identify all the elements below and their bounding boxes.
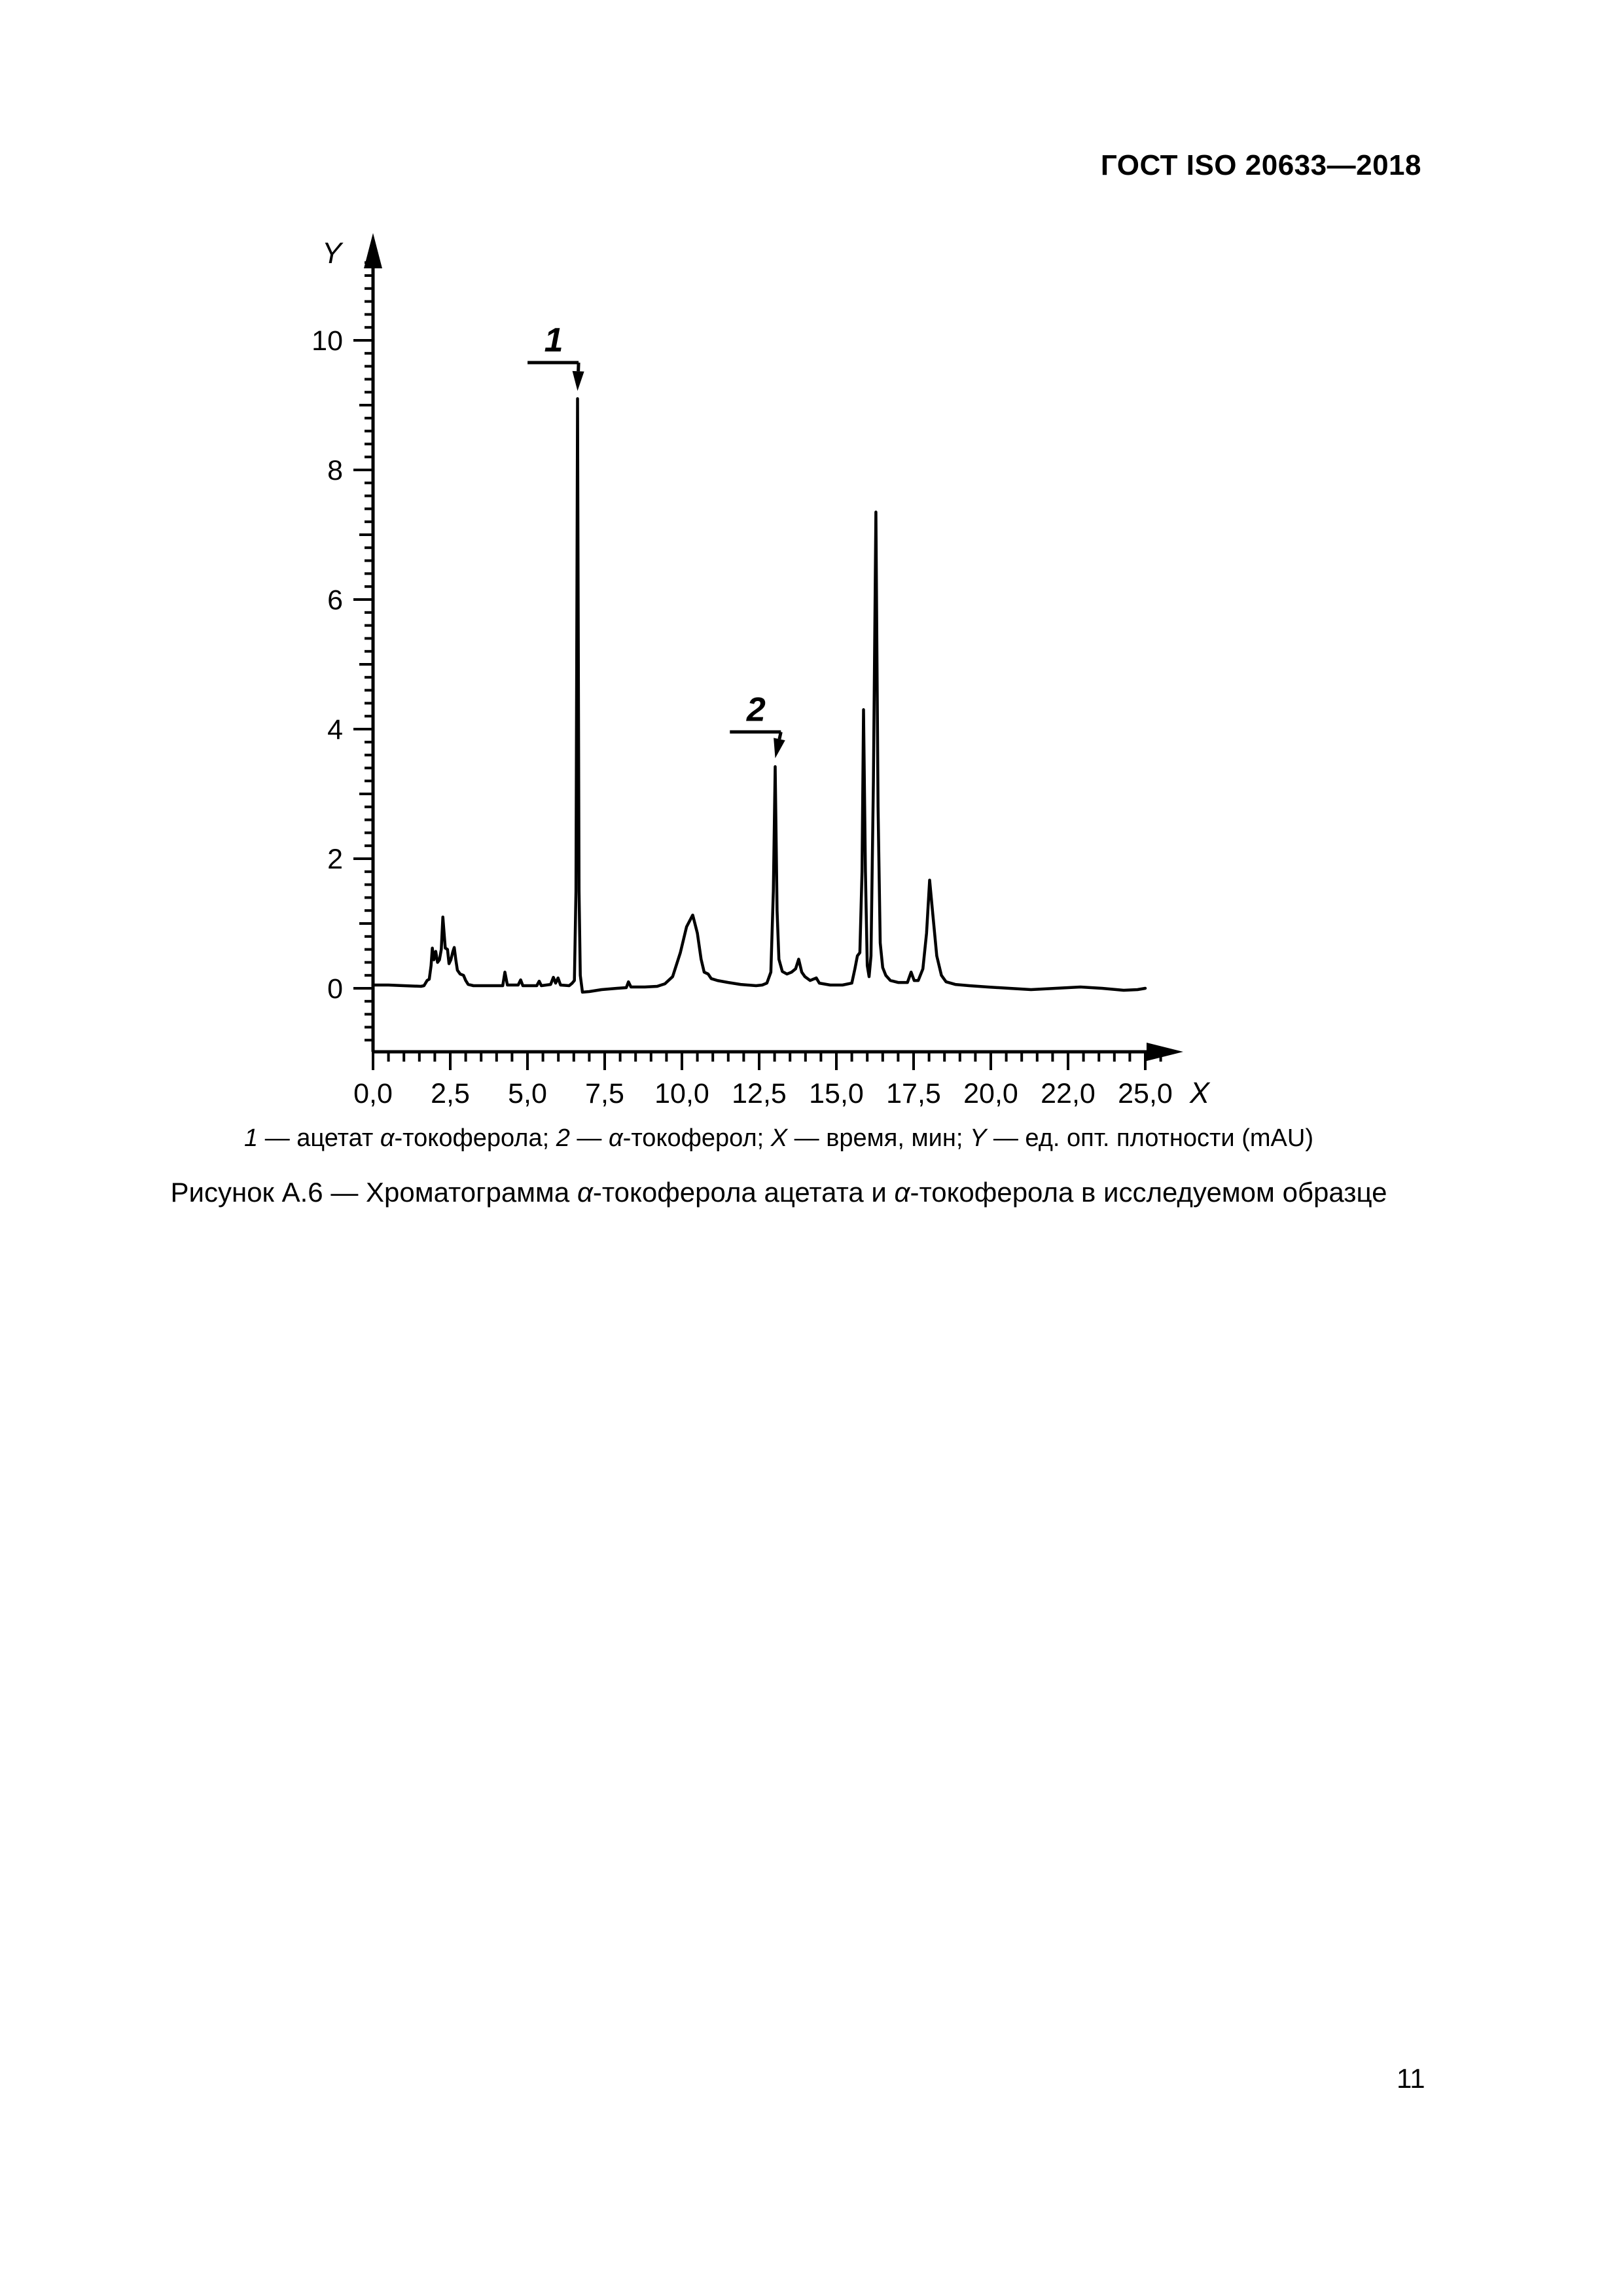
x-tick-label: 7,5 (585, 1078, 624, 1109)
x-tick-label: 20,0 (963, 1078, 1018, 1109)
caption-segment: — ацетат (258, 1124, 380, 1152)
y-tick-label: 10 (312, 325, 343, 357)
caption-segment: -токоферола ацетата и (592, 1177, 895, 1208)
y-tick-label: 2 (327, 844, 343, 875)
figure-legend: 1 — ацетат α-токоферола; 2 — α-токоферол… (7, 1124, 1551, 1153)
standard-designation-header: ГОСТ ISO 20633—2018 (1100, 149, 1421, 181)
caption-segment: — время, мин; (787, 1124, 970, 1152)
annotation-arrowhead-icon (774, 738, 785, 759)
annotation-arrowhead-icon (572, 370, 584, 391)
annotation-arrow-line (777, 731, 783, 740)
x-tick-label: 5,0 (508, 1078, 547, 1109)
caption-segment: — (569, 1124, 609, 1152)
y-tick-label: 4 (327, 714, 343, 745)
x-axis-label: X (1189, 1076, 1211, 1109)
y-axis-arrow-icon (364, 233, 382, 268)
caption-segment: -токоферола; (394, 1124, 556, 1152)
x-tick-label: 17,5 (886, 1078, 941, 1109)
caption-segment: α (609, 1124, 623, 1152)
caption-segment: -токоферол; (622, 1124, 771, 1152)
x-tick-label: 2,5 (431, 1078, 470, 1109)
caption-segment: α (894, 1177, 910, 1208)
x-tick-label: 0,0 (353, 1078, 393, 1109)
x-tick-label: 10,0 (654, 1078, 709, 1109)
peak-annotation-label: 2 (746, 691, 766, 728)
y-tick-label: 8 (327, 455, 343, 486)
caption-segment: Рисунок А.6 — Хроматограмма (170, 1177, 577, 1208)
peak-annotation-label: 1 (544, 321, 563, 359)
x-tick-label: 22,0 (1041, 1078, 1096, 1109)
page-number: 11 (1397, 2063, 1425, 2094)
caption-segment: -токоферола в исследуемом образце (910, 1177, 1387, 1208)
caption-segment: X (770, 1124, 788, 1152)
caption-segment: 2 (556, 1124, 570, 1152)
y-axis-label: Y (322, 236, 344, 270)
y-tick-label: 6 (327, 584, 343, 616)
figure-caption: Рисунок А.6 — Хроматограмма α-токоферола… (7, 1177, 1551, 1208)
x-tick-label: 15,0 (809, 1078, 864, 1109)
x-axis-arrow-icon (1147, 1043, 1183, 1061)
x-tick-label: 25,0 (1118, 1078, 1173, 1109)
caption-segment: α (577, 1177, 593, 1208)
caption-segment: Y (969, 1124, 987, 1152)
y-tick-label: 0 (327, 973, 343, 1005)
caption-segment: α (380, 1124, 395, 1152)
x-tick-label: 12,5 (732, 1078, 787, 1109)
caption-segment: — ед. опт. плотности (mAU) (986, 1124, 1313, 1152)
caption-segment: 1 (244, 1124, 259, 1152)
chromatogram-trace (371, 397, 1147, 994)
